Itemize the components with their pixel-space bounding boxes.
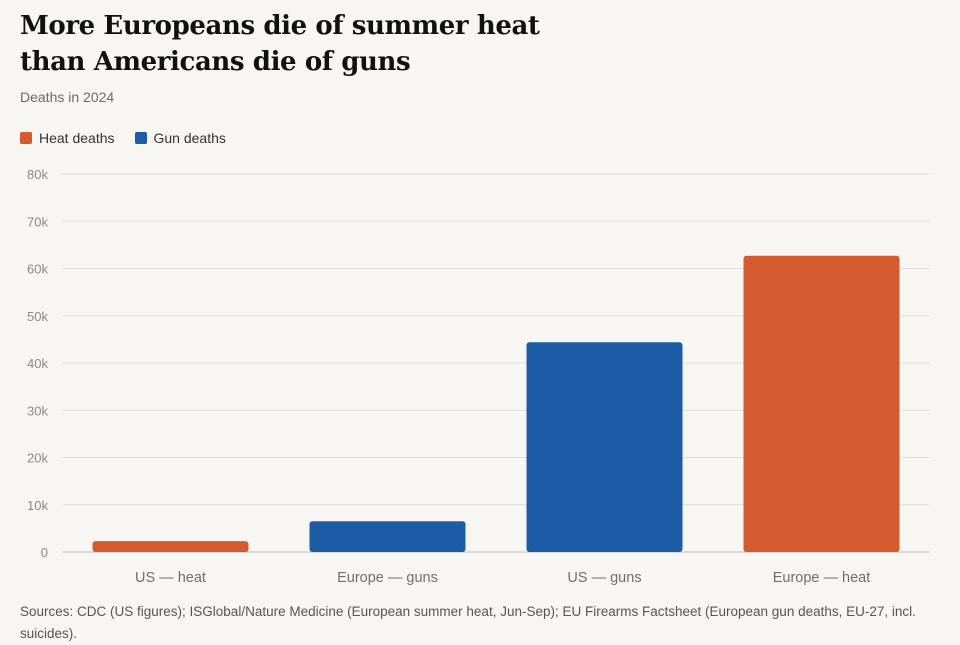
legend-swatch-gun	[134, 132, 147, 144]
y-tick-label: 60k	[27, 262, 48, 277]
x-category-label: US — heat	[135, 570, 206, 586]
legend-swatch-heat	[20, 132, 32, 144]
chart-title: More Europeans die of summer heat than A…	[20, 8, 620, 80]
legend-label-gun: Gun deaths	[153, 130, 226, 146]
x-category-label: Europe — heat	[773, 570, 871, 586]
chart-title-line-1: More Europeans die of summer heat	[20, 11, 540, 41]
legend-label-heat: Heat deaths	[39, 130, 115, 146]
bar	[92, 541, 249, 552]
y-tick-label: 10k	[27, 498, 48, 513]
x-category-label: US — guns	[567, 570, 641, 586]
x-category-label: Europe — guns	[337, 570, 438, 586]
chart-source-note: Sources: CDC (US figures); ISGlobal/Natu…	[20, 604, 916, 641]
y-tick-label: 30k	[27, 403, 48, 418]
legend-item-gun-deaths: Gun deaths	[134, 130, 226, 146]
y-tick-label: 40k	[27, 356, 48, 371]
bar	[526, 342, 683, 552]
chart-title-line-2: than Americans die of guns	[20, 47, 411, 77]
chart-legend: Heat deaths Gun deaths	[20, 130, 246, 146]
y-tick-label: 20k	[27, 451, 48, 466]
y-tick-label: 80k	[27, 167, 48, 182]
bar	[743, 255, 900, 552]
bar-chart: 0 10k 20k 30k 40k 50k 60k 70k 80k US — heat Europe…	[27, 167, 930, 586]
legend-item-heat-deaths: Heat deaths	[20, 130, 115, 146]
y-tick-label: 70k	[27, 214, 48, 229]
chart-subtitle: Deaths in 2024	[20, 89, 115, 105]
y-tick-label: 0	[41, 545, 48, 560]
bar	[309, 521, 466, 552]
y-tick-label: 50k	[27, 309, 48, 324]
